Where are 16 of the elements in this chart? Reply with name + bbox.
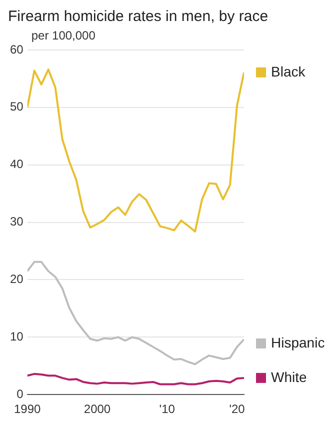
- legend-label: White: [271, 368, 307, 385]
- legend-label: Hispanic: [271, 334, 325, 350]
- y-tick-label: 40: [10, 157, 24, 172]
- x-tick-label: 2000: [84, 402, 111, 416]
- chart-title: Firearm homicide rates in men, by race: [8, 8, 268, 25]
- text: per 100,000: [31, 28, 96, 42]
- y-tick-label: 30: [10, 214, 24, 229]
- y-tick-label: 60: [10, 42, 24, 56]
- legend-label: Black: [271, 63, 306, 80]
- y-tick-label: 0: [16, 386, 24, 401]
- x-tick-label: '10: [159, 402, 176, 416]
- y-tick-label: 20: [10, 272, 24, 286]
- x-tick-label: '20: [229, 402, 246, 416]
- y-tick-label: 50: [10, 100, 24, 114]
- x-tick-label: 1990: [14, 402, 42, 416]
- y-tick-label: 10: [10, 329, 24, 344]
